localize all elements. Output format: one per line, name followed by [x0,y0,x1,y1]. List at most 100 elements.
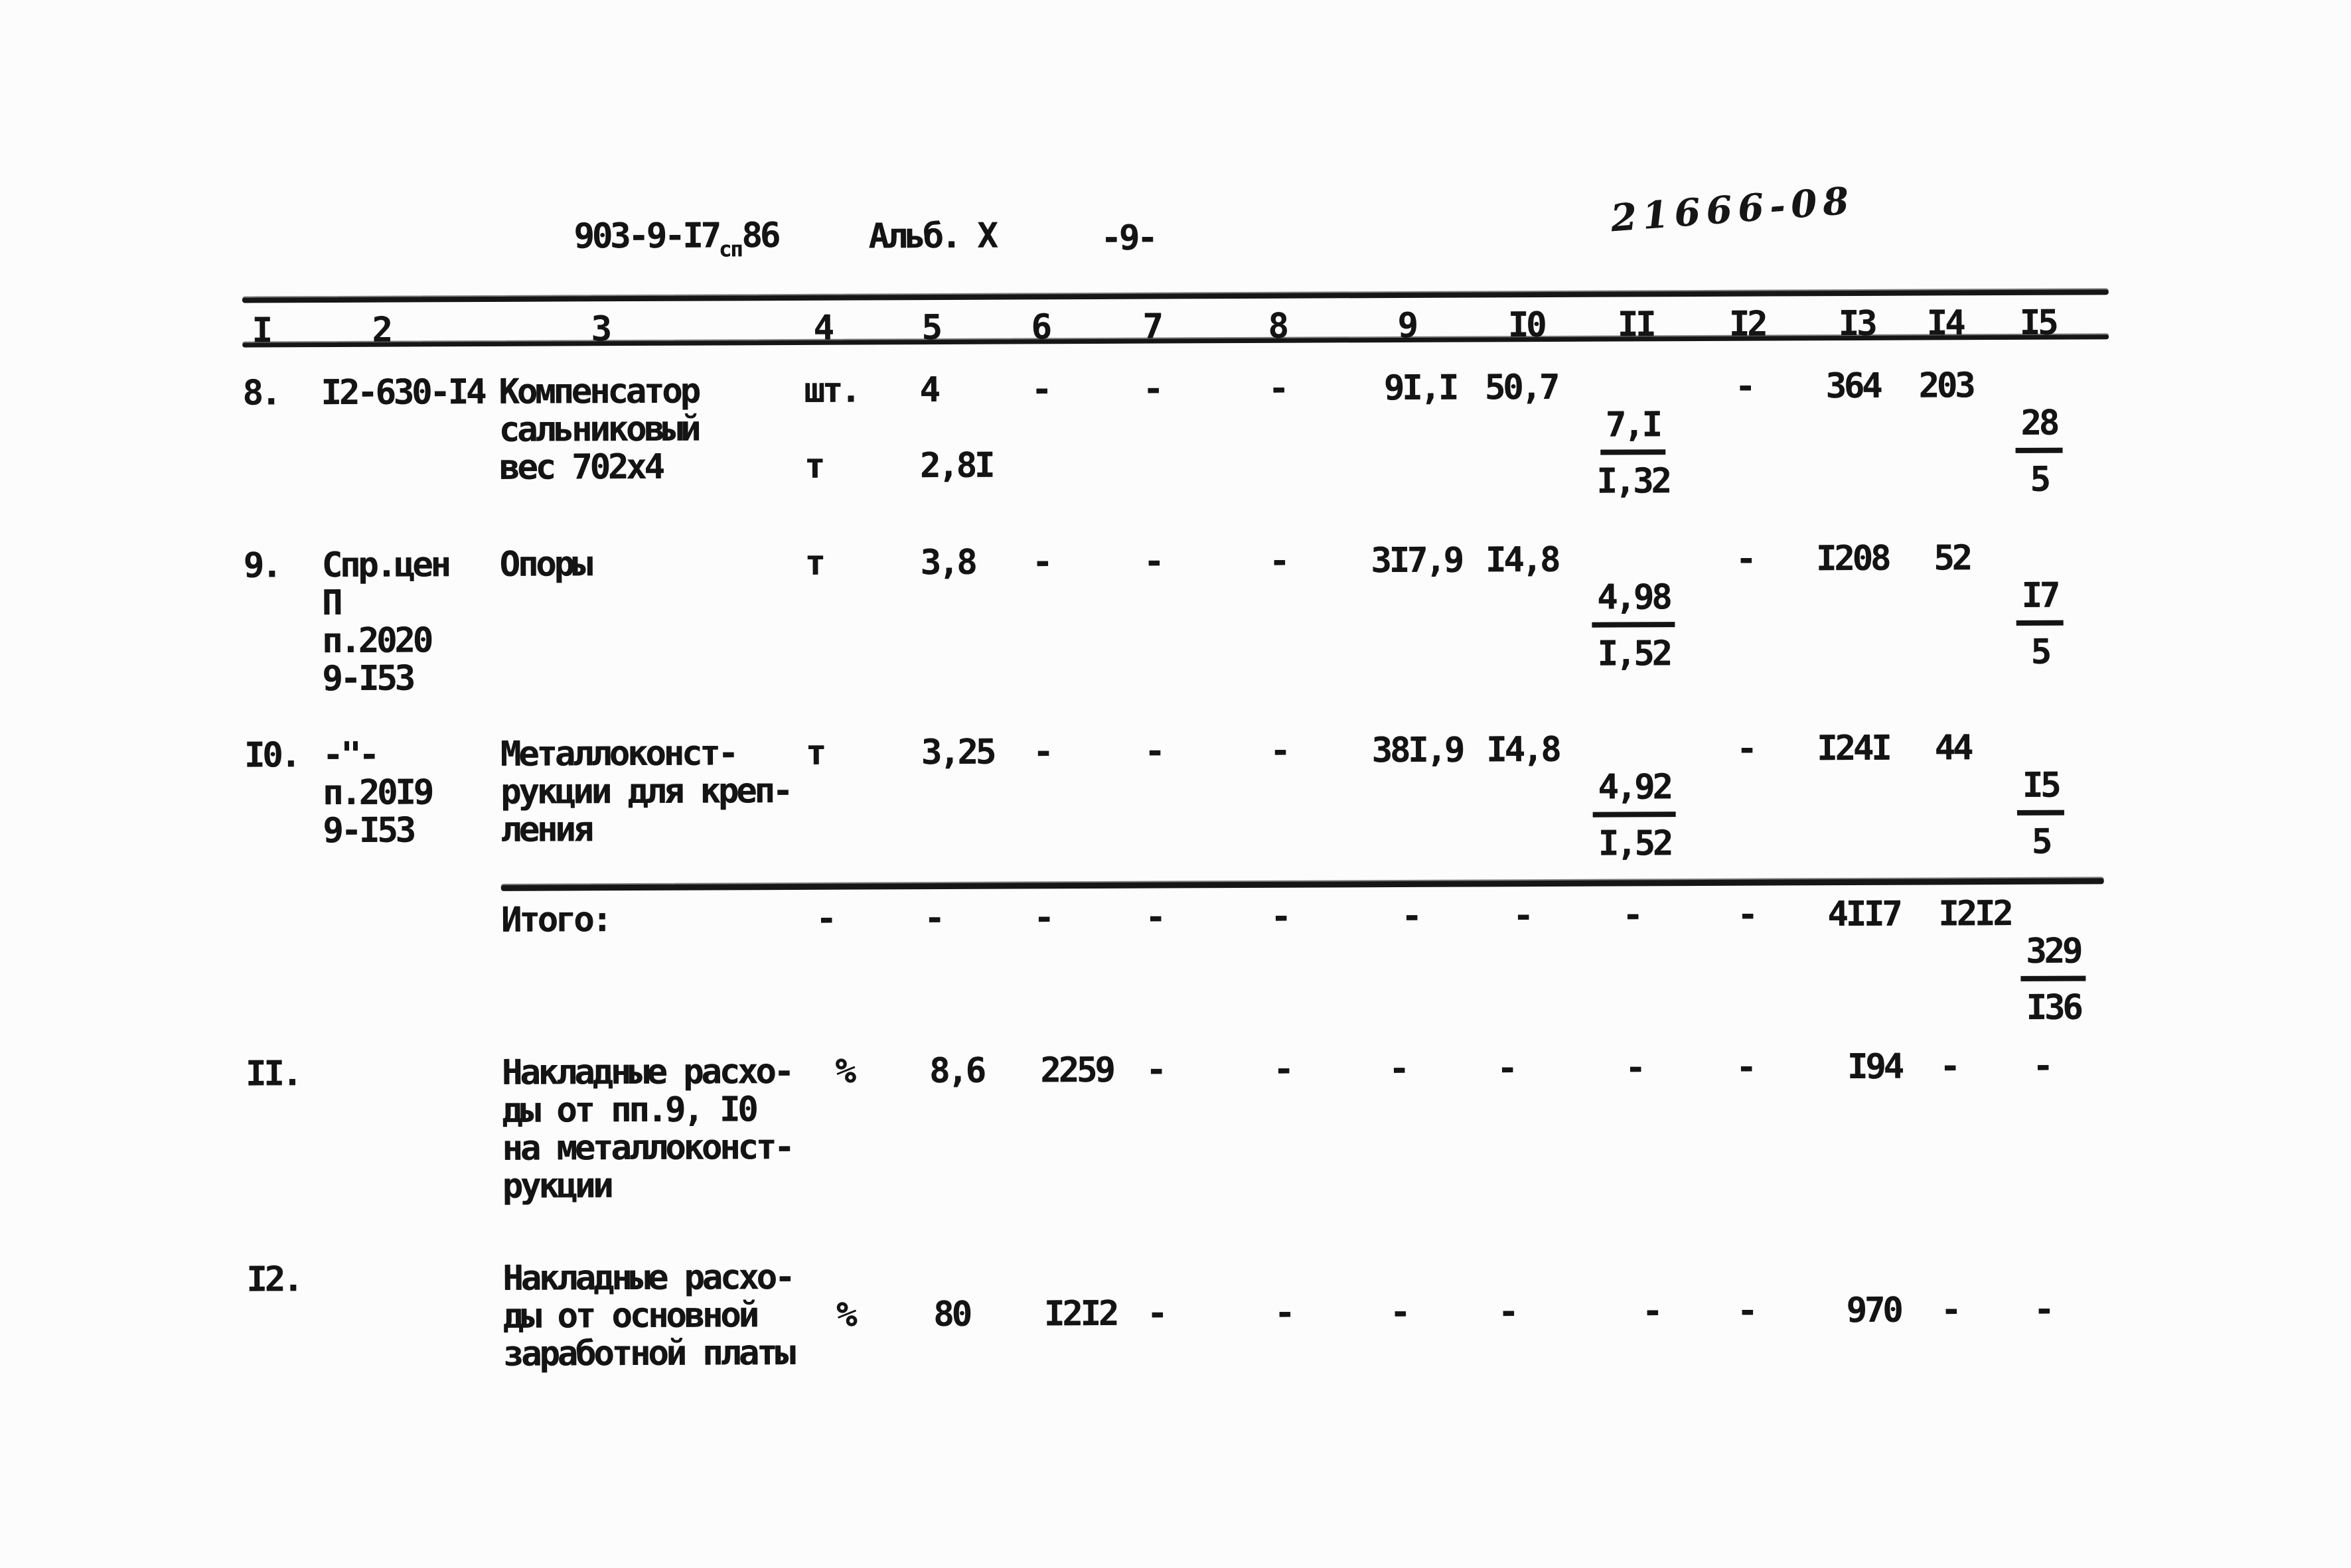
row11-col9-dash: - [1389,1048,1407,1090]
column-header-10: I0 [1507,305,1545,346]
row12-col6-value: I2I2 [1043,1293,1117,1334]
column-header-14: I4 [1926,303,1963,344]
row10-code: -"- п.20I9 9-I53 [322,735,432,851]
column-header-13: I3 [1838,303,1875,344]
totals-col8-dash: - [1270,896,1289,937]
row12-col12-dash: - [1736,1291,1756,1331]
totals-label: Итого: [500,900,610,940]
album-label: Альб. X [868,216,996,257]
row11-col13-value: I94 [1847,1046,1902,1088]
column-header-15: I5 [2019,303,2056,343]
totals-col5-dash: - [924,898,943,939]
column-header-5: 5 [921,308,940,348]
row9-col12-dash: - [1735,539,1754,579]
table-rule-above-totals [500,878,2104,891]
row12-col15-dash: - [2033,1289,2052,1330]
row9-col13-value: I208 [1815,538,1889,579]
row9-code: Спр.цен П п.2020 9-I53 [321,545,449,699]
table-rule-under-header [242,334,2109,348]
row11-col7-dash: - [1146,1050,1164,1090]
column-header-11: II [1617,305,1654,345]
row8-col9-value: 9I,I [1383,368,1457,409]
row9-col8-dash: - [1268,541,1288,581]
row8-col15-denominator: 5 [2030,459,2048,500]
totals-col6-dash: - [1033,898,1052,938]
row11-col15-dash: - [2032,1046,2051,1086]
row8-col12-dash: - [1734,366,1754,407]
row10-qty: 3,25 [921,732,994,773]
row11-col10-dash: - [1497,1048,1515,1089]
row9-col11-numerator: 4,98 [1592,577,1675,628]
column-header-8: 8 [1268,306,1286,346]
row12-name: Накладные расхо- ды от основной заработн… [502,1257,793,1374]
totals-col14-value: I2I2 [1938,893,2011,934]
row11-col6-value: 2259 [1040,1050,1113,1091]
row10-col15-fraction: I5 5 [2016,729,2064,899]
row8-qty: 4 2,8I [919,370,993,486]
row10-unit: т [805,733,824,773]
column-header-7: 7 [1142,307,1161,347]
row10-col15-denominator: 5 [2031,821,2050,862]
row11-number: II. [245,1054,301,1094]
row9-name: Опоры [499,544,591,585]
row8-col11-denominator: I,32 [1596,461,1669,502]
row12-col10-dash: - [1497,1292,1517,1332]
column-header-4: 4 [813,308,832,348]
row10-col9-value: 38I,9 [1371,730,1463,771]
totals-col15-denominator: I36 [2026,987,2081,1028]
row12-number: I2. [246,1259,301,1300]
row11-name: Накладные расхо- ды от пп.9, I0 на метал… [501,1051,793,1206]
column-header-3: 3 [591,309,609,350]
row10-col6-dash: - [1033,732,1051,772]
row8-col8-dash: - [1268,368,1287,409]
row9-unit: т [804,543,824,583]
row8-name: Компенсатор сальниковый вес 702x4 [498,371,699,488]
totals-col15-numerator: 329 [2020,932,2086,981]
row9-col15-fraction: I7 5 [2016,539,2064,709]
row8-col14-value: 203 [1918,366,1973,406]
row11-qty: 8,6 [929,1050,984,1092]
row11-col14-dash: - [1939,1046,1958,1087]
row9-col10-value: I4,8 [1485,539,1558,581]
row12-col11-dash: - [1641,1291,1661,1332]
row12-unit: % [836,1295,855,1335]
row8-col11-fraction: 7,I I,32 [1596,368,1669,538]
row10-name: Металлоконст- рукции для креп- ления [500,733,791,850]
row10-col12-dash: - [1736,729,1755,769]
row9-col9-value: 3I7,9 [1371,540,1462,581]
row8-code: I2-630-I4 [321,372,485,413]
row8-col13-value: 364 [1825,366,1880,407]
column-header-6: 6 [1031,307,1049,348]
row11-col12-dash: - [1736,1047,1754,1088]
row10-number: I0. [244,735,299,776]
row9-col11-fraction: 4,98 I,52 [1592,541,1675,711]
doc-code-suffix: 86 [741,216,779,256]
row12-col9-dash: - [1389,1292,1408,1333]
totals-col15-fraction: 329 I36 [2020,894,2086,1064]
row8-col15-fraction: 28 5 [2015,367,2063,537]
row12-qty: 80 [933,1294,970,1335]
column-header-12: I2 [1728,304,1766,344]
row8-col11-numerator: 7,I [1600,405,1665,455]
totals-col9-dash: - [1401,896,1420,936]
doc-code: 903-9-I7сп86 [573,216,779,269]
row9-col14-value: 52 [1934,538,1971,579]
totals-col10-dash: - [1513,896,1531,936]
doc-code-main: 903-9-I7 [573,216,720,257]
row9-number: 9. [243,545,280,586]
totals-col7-dash: - [1145,897,1164,938]
row10-col10-value: I4,8 [1486,729,1559,770]
page-number: -9- [1100,218,1156,258]
row10-col11-fraction: 4,92 I,52 [1592,731,1676,901]
row10-col8-dash: - [1270,731,1288,771]
column-header-2: 2 [372,310,390,350]
row9-col11-denominator: I,52 [1597,634,1670,674]
row9-col6-dash: - [1031,542,1051,583]
handwritten-stamp: 21666-08 [1609,178,1857,241]
row10-col11-denominator: I,52 [1598,823,1671,864]
row9-col15-numerator: I7 [2016,576,2064,626]
row11-unit: % [835,1051,854,1092]
column-header-1: I [252,311,270,351]
row10-col11-numerator: 4,92 [1592,767,1676,818]
